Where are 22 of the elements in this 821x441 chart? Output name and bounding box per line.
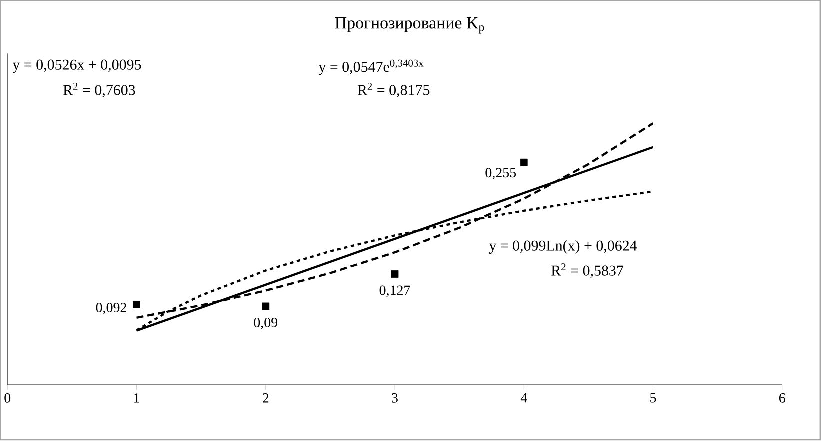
annotation: y = 0,099Ln(x) + 0,0624 xyxy=(489,240,638,254)
data-label: 0,127 xyxy=(380,286,410,298)
data-label: 0,092 xyxy=(96,303,126,315)
data-label: 0,09 xyxy=(254,318,278,330)
data-label: 0,255 xyxy=(486,168,516,180)
x-tick-label: 5 xyxy=(650,394,656,403)
x-tick-label: 4 xyxy=(520,394,528,403)
annotation: R$^{2}$ = 0,8175 xyxy=(358,83,430,98)
x-tick-label: 0 xyxy=(4,394,11,404)
chart-title: Прогнозирование K$_{p}$ xyxy=(335,18,484,34)
x-tick-label: 3 xyxy=(392,394,398,404)
point xyxy=(391,270,399,278)
x-tick-label: 6 xyxy=(779,394,786,404)
point xyxy=(520,159,528,167)
point xyxy=(133,301,140,309)
annotation: y = 0,0547e$^{0,3403x}$ xyxy=(318,60,424,76)
x-tick-label: 2 xyxy=(262,394,269,403)
annotation: R$^{2}$ = 0,5837 xyxy=(552,264,624,278)
point xyxy=(262,302,270,310)
x-tick-label: 1 xyxy=(134,394,140,403)
annotation: y = 0,0526x + 0,0095 xyxy=(12,60,142,74)
annotation: R$^{2}$ = 0,7603 xyxy=(63,83,136,98)
